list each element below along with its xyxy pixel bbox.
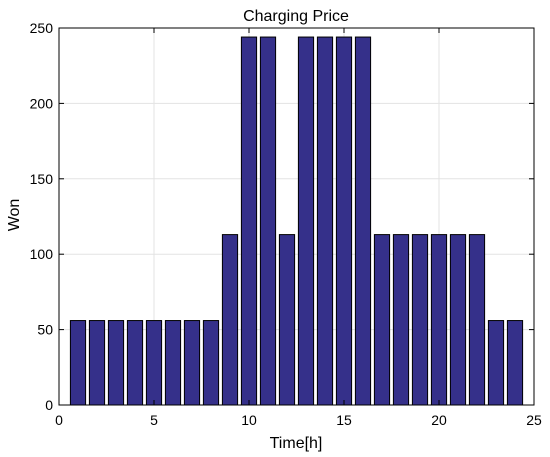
- bar: [202, 320, 220, 406]
- bar: [411, 234, 429, 406]
- x-tick-label: 5: [150, 412, 158, 428]
- bar: [126, 320, 144, 406]
- bar: [278, 234, 296, 406]
- bar: [468, 234, 486, 406]
- y-tick-label: 0: [45, 397, 53, 413]
- bar: [373, 234, 391, 406]
- y-tick-label: 100: [30, 246, 54, 262]
- bar: [164, 320, 182, 406]
- x-tick-label: 20: [431, 412, 447, 428]
- y-tick-label: 150: [30, 171, 54, 187]
- chart-title: Charging Price: [243, 8, 349, 25]
- bar: [449, 234, 467, 406]
- x-axis-label: Time[h]: [270, 435, 323, 452]
- bar: [392, 234, 410, 406]
- y-tick-label: 250: [30, 20, 54, 36]
- bar: [316, 36, 334, 406]
- bar: [145, 320, 163, 406]
- bar: [259, 36, 277, 406]
- bar: [487, 320, 505, 406]
- bar: [221, 234, 239, 406]
- x-tick-label: 10: [241, 412, 257, 428]
- x-tick-label: 0: [55, 412, 63, 428]
- y-tick-label: 50: [37, 322, 53, 338]
- x-tick-label: 15: [336, 412, 352, 428]
- y-axis-label: Won: [6, 199, 23, 232]
- bar: [430, 234, 448, 406]
- bar: [506, 320, 524, 406]
- bar: [297, 36, 315, 406]
- bar: [240, 36, 258, 406]
- bar: [183, 320, 201, 406]
- bar: [107, 320, 125, 406]
- y-tick-label: 200: [30, 95, 54, 111]
- bar: [335, 36, 353, 406]
- x-tick-label: 25: [526, 412, 542, 428]
- bar: [88, 320, 106, 406]
- bar: [354, 36, 372, 406]
- bar: [69, 320, 87, 406]
- plot-frame: [58, 27, 535, 406]
